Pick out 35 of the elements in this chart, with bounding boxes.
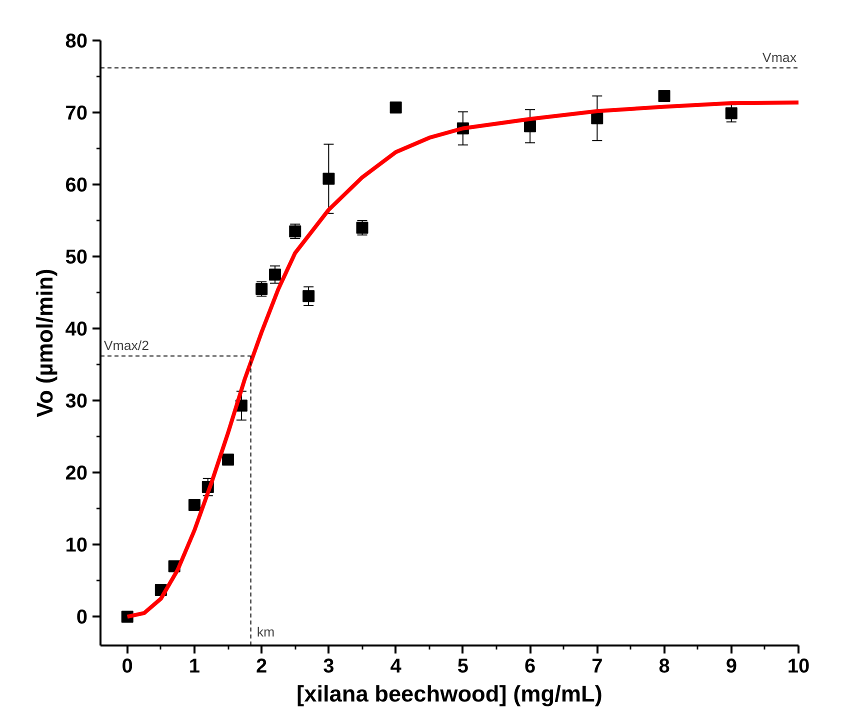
y-tick-label: 20 [65,462,88,485]
y-tick-label: 40 [65,318,88,341]
x-tick-label: 7 [592,656,603,678]
x-tick-label: 6 [524,656,536,678]
y-tick-label: 80 [65,30,88,52]
y-tick-label: 60 [65,174,88,197]
x-tick-label: 3 [323,656,334,678]
point [390,101,402,114]
x-tick-label: 9 [726,656,737,678]
y-tick-label: 0 [76,606,88,629]
ref-line-label: Vmax/2 [104,338,150,353]
y-tick-label: 70 [65,102,88,125]
x-tick-label: 0 [122,656,133,678]
x-tick-label: 5 [457,656,468,678]
point [269,268,281,281]
point [658,90,670,102]
point [322,172,335,185]
y-axis-title: Vo (µmol/min) [31,268,58,418]
x-tick-label: 1 [188,656,200,678]
x-tick-label: 8 [658,656,670,678]
x-tick-label: 10 [787,656,810,678]
point [222,454,234,466]
point [524,120,536,132]
point [725,107,738,120]
ref-line-label: km [256,624,275,640]
y-tick-label: 30 [65,390,88,413]
x-tick-label: 2 [256,656,268,678]
y-tick-label: 50 [65,246,88,269]
point [302,290,315,302]
point [188,499,200,512]
point [591,112,604,124]
ref-line-label: Vmax [762,50,797,65]
x-tick-label: 4 [390,656,402,678]
x-axis-title: [xilana beechwood] (mg/mL) [296,680,602,706]
y-tick-label: 10 [65,534,88,557]
